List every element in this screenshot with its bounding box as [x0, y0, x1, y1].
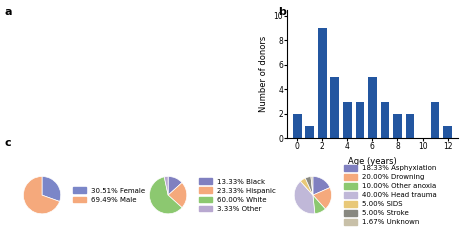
Bar [355, 102, 364, 138]
Bar [368, 77, 377, 138]
X-axis label: Age (years): Age (years) [348, 157, 397, 166]
Legend: 30.51% Female, 69.49% Male: 30.51% Female, 69.49% Male [72, 187, 146, 204]
Wedge shape [42, 176, 61, 202]
Bar [293, 114, 302, 138]
Bar [393, 114, 402, 138]
Legend: 18.33% Asphyxiation, 20.00% Drowning, 10.00% Other anoxia, 40.00% Head trauma, 5: 18.33% Asphyxiation, 20.00% Drowning, 10… [343, 164, 438, 226]
Wedge shape [311, 176, 313, 195]
Bar [343, 102, 352, 138]
Wedge shape [313, 187, 332, 209]
Wedge shape [313, 176, 330, 195]
Wedge shape [313, 195, 325, 214]
Text: a: a [5, 7, 12, 17]
Bar [431, 102, 439, 138]
Wedge shape [23, 176, 60, 214]
Wedge shape [294, 181, 315, 214]
Bar [381, 102, 389, 138]
Bar [318, 28, 327, 138]
Wedge shape [164, 176, 168, 195]
Wedge shape [149, 177, 182, 214]
Bar [443, 126, 452, 138]
Y-axis label: Number of donors: Number of donors [259, 36, 268, 112]
Legend: 13.33% Black, 23.33% Hispanic, 60.00% White, 3.33% Other: 13.33% Black, 23.33% Hispanic, 60.00% Wh… [198, 178, 277, 213]
Wedge shape [300, 178, 313, 195]
Bar [406, 114, 414, 138]
Bar [331, 77, 339, 138]
Text: c: c [5, 138, 11, 148]
Wedge shape [305, 177, 313, 195]
Wedge shape [168, 176, 182, 195]
Wedge shape [168, 183, 187, 208]
Bar [305, 126, 314, 138]
Text: b: b [278, 7, 286, 17]
